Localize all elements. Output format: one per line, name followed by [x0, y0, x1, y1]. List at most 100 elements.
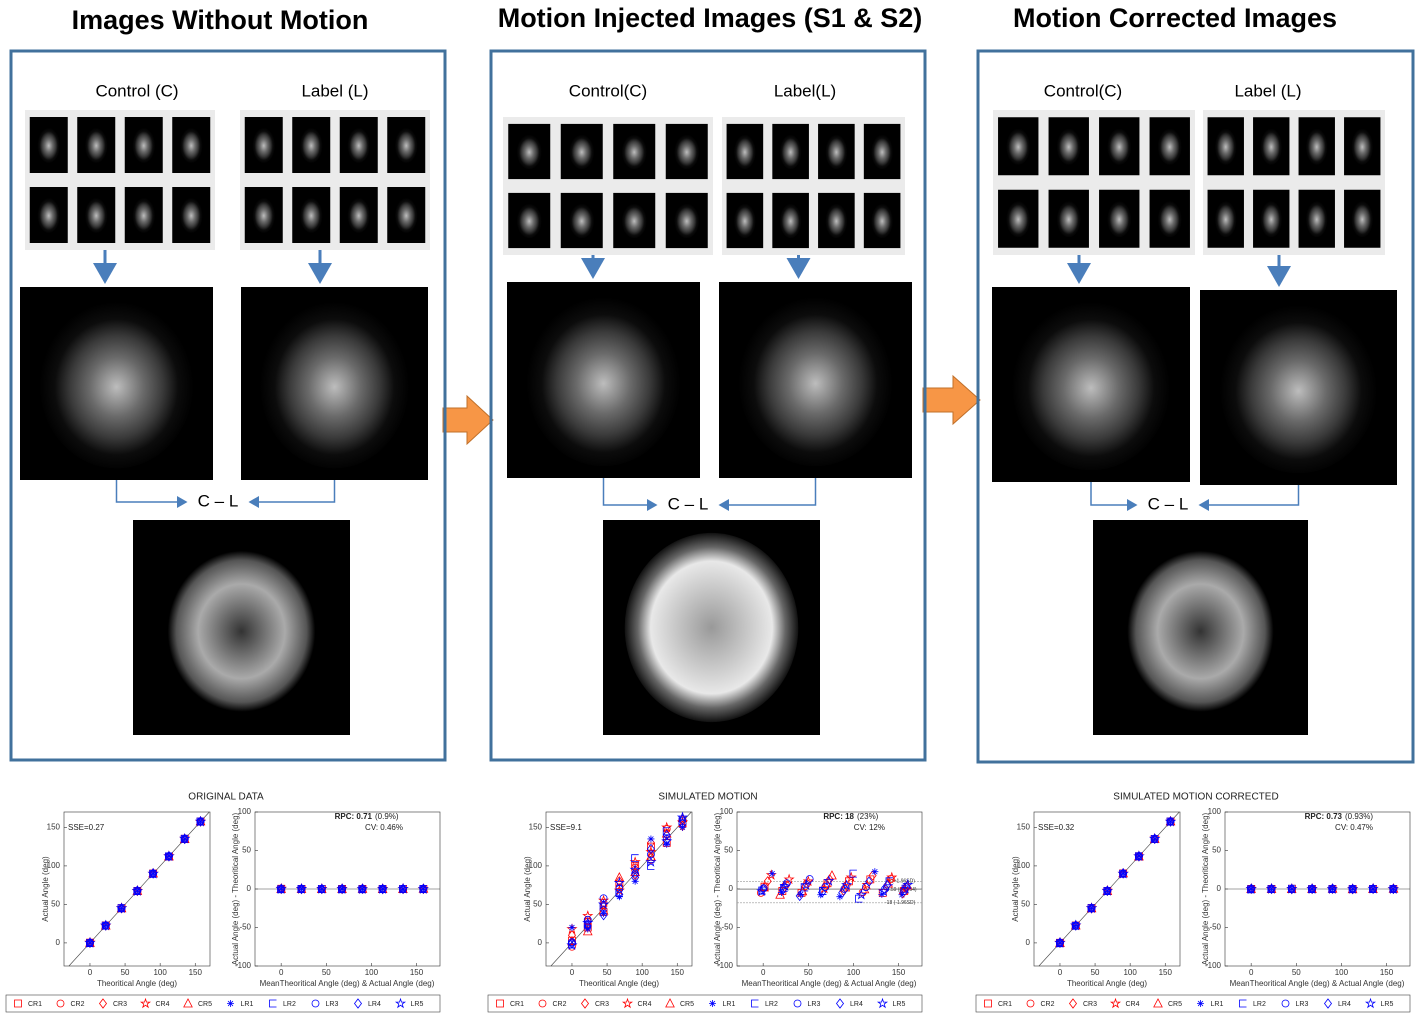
legend-marker: [496, 999, 504, 1008]
panel-title: Motion Corrected Images: [1013, 3, 1337, 33]
x-tick-label: 150: [189, 968, 203, 977]
y-tick-label: -100: [1205, 961, 1222, 970]
marker: [1306, 883, 1318, 894]
marker: [1349, 885, 1357, 893]
marker: [647, 835, 655, 843]
marker: [827, 870, 837, 880]
marker: [613, 877, 625, 888]
y-axis-label: Actual Angle (deg) - Theoritical Angle (…: [713, 812, 722, 965]
y-tick-label: 50: [724, 846, 733, 855]
x-tick-label: 50: [322, 968, 331, 977]
x-tick-label: 50: [1292, 968, 1301, 977]
thumbnail-brain: [132, 197, 156, 233]
brain: [1114, 532, 1287, 723]
marker: [584, 925, 592, 933]
legend-marker: [1153, 998, 1163, 1008]
thumbnail-brain: [1260, 127, 1283, 165]
marker: [779, 884, 788, 895]
thumbnail-brain: [569, 202, 595, 239]
control-label: Control (C): [95, 81, 178, 100]
thumbnail-brain: [84, 197, 108, 233]
thumbnail-brain: [394, 127, 418, 163]
thumbnail-brain: [252, 197, 276, 233]
legend-marker: [1026, 999, 1035, 1008]
marker: [163, 850, 175, 862]
legend-marker: [14, 999, 22, 1008]
marker: [900, 887, 909, 895]
x-tick-label: 0: [761, 968, 766, 977]
marker: [566, 939, 578, 950]
marker: [1085, 902, 1098, 913]
thumbnail-brain: [347, 127, 371, 163]
thumbnail-brain: [871, 133, 894, 170]
marker: [85, 937, 94, 948]
marker: [1117, 867, 1129, 879]
marker: [1151, 835, 1159, 843]
thumbnail-brain: [1056, 127, 1081, 165]
marker: [149, 870, 157, 878]
brain: [738, 293, 893, 467]
legend-marker: [665, 998, 675, 1008]
legend-label: CR5: [680, 1001, 694, 1008]
marker: [379, 885, 387, 893]
brain: [526, 293, 681, 467]
legend-label: LR3: [808, 1001, 821, 1008]
y-tick-label: 50: [533, 900, 542, 909]
x-tick-label: 100: [365, 968, 379, 977]
legend-marker: [1068, 998, 1078, 1009]
legend-marker: [835, 998, 845, 1009]
control-label: Control(C): [569, 81, 647, 100]
marker: [775, 889, 785, 899]
marker: [1367, 882, 1379, 894]
marker: [1072, 921, 1080, 929]
marker: [676, 811, 689, 823]
marker: [597, 898, 610, 910]
thumbnail-brain: [179, 127, 203, 163]
marker: [377, 883, 389, 894]
marker: [615, 885, 624, 893]
marker: [861, 878, 873, 890]
marker: [197, 818, 205, 826]
y-tick-label: 100: [529, 861, 543, 870]
legend-marker: [394, 997, 407, 1009]
thumbnail-brain: [1305, 200, 1328, 238]
marker: [582, 917, 594, 928]
marker: [1054, 937, 1066, 948]
marker: [779, 880, 791, 892]
x-tick-label: 50: [121, 968, 130, 977]
y-tick-label: 100: [1208, 807, 1222, 816]
thumbnail-brain: [132, 127, 156, 163]
marker: [864, 876, 873, 887]
legend-marker: [1281, 999, 1290, 1008]
legend-marker: [709, 1000, 716, 1007]
marker: [397, 882, 409, 894]
thumbnail-brain: [516, 133, 542, 170]
marker: [1070, 919, 1082, 931]
x-tick-label: 50: [1091, 968, 1100, 977]
y-tick-label: 50: [51, 900, 60, 909]
difference-label: C – L: [198, 491, 239, 510]
legend-marker: [1364, 997, 1377, 1009]
marker: [631, 877, 639, 885]
marker: [1101, 885, 1113, 896]
label-label: Label (L): [1234, 81, 1301, 100]
cv-label: CV: 0.46%: [365, 823, 403, 832]
legend-marker: [227, 1000, 234, 1007]
sse-label: SSE=9.1: [550, 823, 582, 832]
legend-label: LR5: [1381, 1001, 1394, 1008]
marker: [646, 843, 655, 855]
marker: [86, 939, 94, 947]
y-tick-label: 150: [1017, 823, 1031, 832]
panel-frame: [976, 49, 1415, 764]
marker: [662, 835, 671, 843]
marker: [1088, 904, 1096, 912]
marker: [783, 873, 795, 885]
y-axis-label: Actual Angle (deg): [41, 856, 50, 922]
thumbnail-brain: [779, 202, 802, 239]
sse-label: SSE=0.32: [1038, 823, 1075, 832]
marker: [1328, 883, 1337, 894]
marker: [419, 885, 427, 893]
thumbnail-brain: [347, 197, 371, 233]
marker: [759, 883, 768, 895]
marker: [277, 885, 285, 893]
